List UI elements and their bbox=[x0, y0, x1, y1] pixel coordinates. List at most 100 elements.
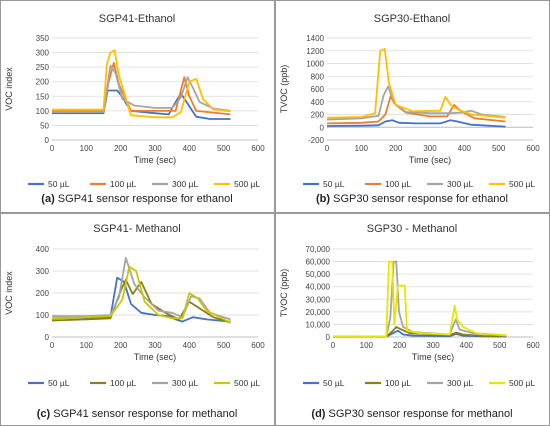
chart-a-xtick-label: 0 bbox=[50, 144, 55, 153]
chart-d-caption-text: SGP30 sensor response for methanol bbox=[325, 408, 512, 420]
chart-a-caption-letter: (a) bbox=[41, 193, 55, 205]
chart-d-ytick-label: 40,000 bbox=[306, 283, 331, 292]
chart-c-series-line bbox=[51, 276, 231, 323]
chart-b-ytick-label: 1000 bbox=[306, 60, 324, 69]
chart-a-legend-label: 50 µL bbox=[48, 179, 70, 189]
chart-d-legend-label: 300 µL bbox=[447, 378, 473, 388]
chart-a-ylabel: VOC index bbox=[4, 67, 14, 111]
chart-a-xtick-label: 500 bbox=[217, 144, 231, 153]
chart-a-series-line bbox=[52, 64, 231, 113]
chart-c-xtick-label: 100 bbox=[80, 341, 94, 350]
chart-c-ytick-label: 0 bbox=[45, 333, 50, 342]
chart-c-legend-label: 500 µL bbox=[234, 378, 260, 388]
chart-d-xtick-label: 500 bbox=[493, 341, 507, 350]
chart-d-xlabel: Time (sec) bbox=[412, 352, 454, 362]
chart-b-xlabel: Time (sec) bbox=[409, 155, 451, 165]
chart-d-ytick-label: 30,000 bbox=[306, 295, 331, 304]
chart-b-xtick-label: 100 bbox=[355, 144, 369, 153]
chart-a-xtick-label: 600 bbox=[251, 144, 265, 153]
chart-d-xtick-label: 100 bbox=[360, 341, 374, 350]
chart-c-xtick-label: 300 bbox=[148, 341, 162, 350]
chart-b-series-line bbox=[326, 119, 506, 128]
chart-c-legend-label: 300 µL bbox=[172, 378, 198, 388]
chart-d-ytick-label: 10,000 bbox=[306, 320, 331, 329]
chart-b-ytick-label: 1200 bbox=[306, 47, 324, 56]
chart-a-xtick-label: 200 bbox=[114, 144, 128, 153]
chart-d-xtick-label: 600 bbox=[526, 341, 540, 350]
chart-b-legend-label: 500 µL bbox=[509, 179, 535, 189]
chart-d-series-line bbox=[332, 326, 507, 338]
chart-a-series-line bbox=[52, 49, 231, 119]
chart-a-caption: (a) SGP41 sensor response for ethanol bbox=[41, 193, 232, 205]
chart-b-xtick-label: 500 bbox=[492, 144, 506, 153]
chart-c-xtick-label: 400 bbox=[183, 341, 197, 350]
chart-c-caption-text: SGP41 sensor response for methanol bbox=[50, 408, 237, 420]
chart-d-xtick-label: 400 bbox=[460, 341, 474, 350]
chart-a-ytick-label: 300 bbox=[36, 49, 50, 58]
chart-d-title: SGP30 - Methanol bbox=[367, 223, 458, 235]
chart-d-series-line bbox=[333, 329, 507, 338]
chart-a-legend-label: 100 µL bbox=[110, 179, 136, 189]
chart-d-legend-label: 50 µL bbox=[323, 378, 345, 388]
chart-b-legend-label: 300 µL bbox=[447, 179, 473, 189]
chart-d-ytick-label: 60,000 bbox=[306, 258, 331, 267]
chart-d-ytick-label: 70,000 bbox=[306, 245, 331, 254]
chart-d-xtick-label: 200 bbox=[393, 341, 407, 350]
chart-c-legend-label: 100 µL bbox=[110, 378, 136, 388]
chart-b-legend-label: 50 µL bbox=[323, 179, 345, 189]
chart-b-legend-label: 100 µL bbox=[385, 179, 411, 189]
chart-d-caption: (d) SGP30 sensor response for methanol bbox=[311, 408, 512, 420]
chart-c-legend-label: 50 µL bbox=[48, 378, 70, 388]
chart-b-xtick-label: 300 bbox=[423, 144, 437, 153]
chart-d-ytick-label: 20,000 bbox=[306, 308, 331, 317]
chart-b-ylabel: TVOC (ppb) bbox=[279, 65, 289, 114]
panel-a-frame bbox=[0, 0, 275, 213]
chart-b-ytick-label: 200 bbox=[311, 111, 325, 120]
chart-d-xtick-label: 0 bbox=[331, 341, 336, 350]
chart-c-ytick-label: 300 bbox=[36, 267, 50, 276]
chart-d-legend-label: 500 µL bbox=[509, 378, 535, 388]
chart-c-title: SGP41- Methanol bbox=[93, 223, 180, 235]
chart-b-ytick-label: 0 bbox=[320, 123, 325, 132]
chart-d-series-line bbox=[332, 260, 507, 338]
chart-b-xtick-label: 0 bbox=[325, 144, 330, 153]
chart-b-series-line bbox=[326, 85, 506, 121]
chart-d-ytick-label: 50,000 bbox=[306, 270, 331, 279]
chart-a-ytick-label: 50 bbox=[40, 121, 49, 130]
chart-d-series-line bbox=[332, 260, 507, 338]
chart-b-series-line bbox=[326, 47, 506, 119]
chart-d-ytick-label: 0 bbox=[326, 333, 331, 342]
chart-d-legend-label: 100 µL bbox=[385, 378, 411, 388]
chart-c-ytick-label: 100 bbox=[36, 311, 50, 320]
chart-d-xtick-label: 300 bbox=[426, 341, 440, 350]
chart-b-caption: (b) SGP30 sensor response for ethanol bbox=[316, 193, 508, 205]
chart-d-caption-letter: (d) bbox=[311, 408, 325, 420]
chart-a-ytick-label: 0 bbox=[45, 136, 50, 145]
chart-b-ytick-label: 400 bbox=[311, 98, 325, 107]
chart-a-ytick-label: 200 bbox=[36, 78, 50, 87]
chart-c-caption-letter: (c) bbox=[37, 408, 51, 420]
chart-c-xtick-label: 0 bbox=[50, 341, 55, 350]
chart-a-ytick-label: 100 bbox=[36, 107, 50, 116]
chart-a-xtick-label: 300 bbox=[148, 144, 162, 153]
chart-a-ytick-label: 250 bbox=[36, 63, 50, 72]
chart-a-ytick-label: 350 bbox=[36, 34, 50, 43]
chart-c-caption: (c) SGP41 sensor response for methanol bbox=[37, 408, 238, 420]
chart-c-xtick-label: 500 bbox=[217, 341, 231, 350]
chart-b-ytick-label: 800 bbox=[311, 72, 325, 81]
chart-c-xtick-label: 200 bbox=[114, 341, 128, 350]
chart-b-xtick-label: 200 bbox=[389, 144, 403, 153]
chart-a-xtick-label: 400 bbox=[183, 144, 197, 153]
chart-c-ytick-label: 200 bbox=[36, 289, 50, 298]
chart-a-title: SGP41-Ethanol bbox=[99, 13, 175, 25]
chart-a-caption-text: SGP41 sensor response for ethanol bbox=[55, 193, 233, 205]
chart-b-title: SGP30-Ethanol bbox=[374, 13, 450, 25]
chart-b-caption-letter: (b) bbox=[316, 193, 330, 205]
chart-c-xlabel: Time (sec) bbox=[134, 352, 176, 362]
chart-a-ytick-label: 150 bbox=[36, 92, 50, 101]
chart-c-series-line bbox=[51, 265, 231, 324]
chart-c-xtick-label: 600 bbox=[251, 341, 265, 350]
chart-c-ylabel: VOC index bbox=[4, 271, 14, 315]
chart-d-ylabel: TVOC (ppb) bbox=[279, 269, 289, 318]
